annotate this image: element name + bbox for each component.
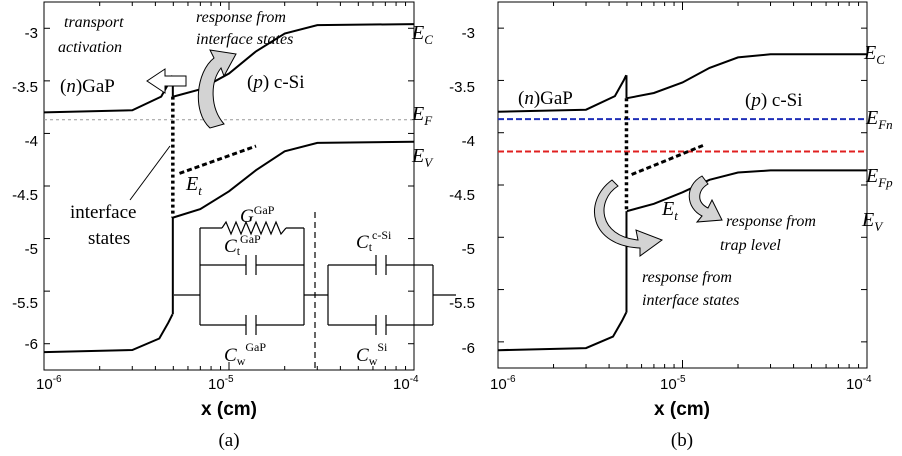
transport-arrow (146, 68, 187, 94)
interface-response-arrow-icon (594, 179, 664, 257)
states-label: states (88, 228, 130, 249)
y-tick-label: -5.5 (12, 295, 38, 312)
et-label: Et (661, 198, 678, 223)
ec-si-curve (626, 53, 867, 100)
ec-label: EC (863, 42, 885, 67)
iface-response-label: response from (642, 269, 732, 286)
transport-label: transport (64, 14, 124, 31)
et-label: Et (185, 173, 202, 198)
ticks-a (43, 2, 414, 370)
ev-label: EV (411, 145, 434, 170)
cw-gap-label: CwGaP (224, 340, 266, 368)
y-tick-label: -4 (25, 133, 38, 150)
ec-gap-curve (497, 74, 628, 113)
ec-label: EC (411, 22, 433, 47)
y-tick-label: -4 (462, 133, 475, 150)
panel-caption: (a) (218, 430, 239, 451)
trap-level-label: trap level (720, 237, 781, 254)
ev-gap-curve (43, 313, 174, 354)
x-axis-label: x (cm) (201, 399, 257, 420)
x-tick-label: 10-5 (660, 374, 686, 393)
si-region-label: (p) c-Si (247, 72, 305, 93)
efn-label: EFn (865, 107, 893, 132)
trap-response-label: response from (726, 213, 816, 230)
x-tick-label: 10-5 (208, 374, 234, 393)
panel-caption: (b) (671, 430, 693, 451)
x-axis-label: x (cm) (654, 399, 710, 420)
response-arrow-icon (197, 49, 237, 129)
response-label: response from (196, 9, 286, 26)
y-tick-label: -6 (25, 336, 38, 353)
interface-states-label: interface states (196, 31, 293, 48)
x-tick-label: 10-4 (393, 374, 419, 393)
iface-states-label: interface states (642, 292, 739, 309)
y-tick-label: -6 (462, 340, 475, 357)
ev-gap-curve (497, 312, 628, 352)
gap-region-label: (n)GaP (518, 88, 573, 109)
efp-label: EFp (865, 165, 893, 190)
ct-si-label: Ctc-Si (356, 228, 392, 254)
x-tick-label: 10-6 (490, 374, 516, 393)
y-tick-label: -5 (25, 241, 38, 258)
y-tick-label: -5.5 (449, 295, 475, 312)
activation-label: activation (58, 39, 122, 56)
panel-a: -3 -3.5 -4 -4.5 -5 -5.5 -6 10-6 10-5 10-… (12, 1, 456, 451)
trap-level-segment (631, 143, 705, 176)
cw-si-label: CwSi (356, 340, 388, 368)
interface-label: interface (70, 202, 136, 223)
g-gap-label: GGaP (240, 203, 275, 227)
y-tick-label: -5 (462, 241, 475, 258)
panel-b: -3 -3.5 -4 -4.5 -5 -5.5 -6 10-6 10-5 10-… (449, 1, 893, 451)
si-region-label: (p) c-Si (745, 90, 803, 111)
ev-label: EV (861, 209, 884, 234)
x-tick-label: 10-4 (846, 374, 872, 393)
y-tick-label: -4.5 (12, 187, 38, 204)
curves-a (43, 23, 415, 354)
interface-pointer (129, 145, 171, 201)
ticks-b (497, 2, 867, 368)
x-tick-label: 10-6 (36, 374, 62, 393)
ev-si-curve (626, 169, 867, 213)
y-tick-label: -4.5 (449, 187, 475, 204)
curves-b (497, 53, 867, 352)
trap-level-segment (178, 144, 257, 175)
y-tick-label: -3.5 (449, 79, 475, 96)
equivalent-circuit (174, 212, 456, 370)
y-tick-label: -3 (462, 25, 475, 42)
y-tick-label: -3 (25, 25, 38, 42)
plot-frame-b (497, 1, 868, 369)
ef-label: EF (411, 103, 433, 128)
ev-si-curve (173, 140, 415, 219)
y-tick-label: -3.5 (12, 79, 38, 96)
gap-region-label: (n)GaP (60, 76, 115, 97)
ct-gap-label: CtGaP (224, 232, 261, 258)
trap-response-arrow-icon (688, 175, 723, 223)
